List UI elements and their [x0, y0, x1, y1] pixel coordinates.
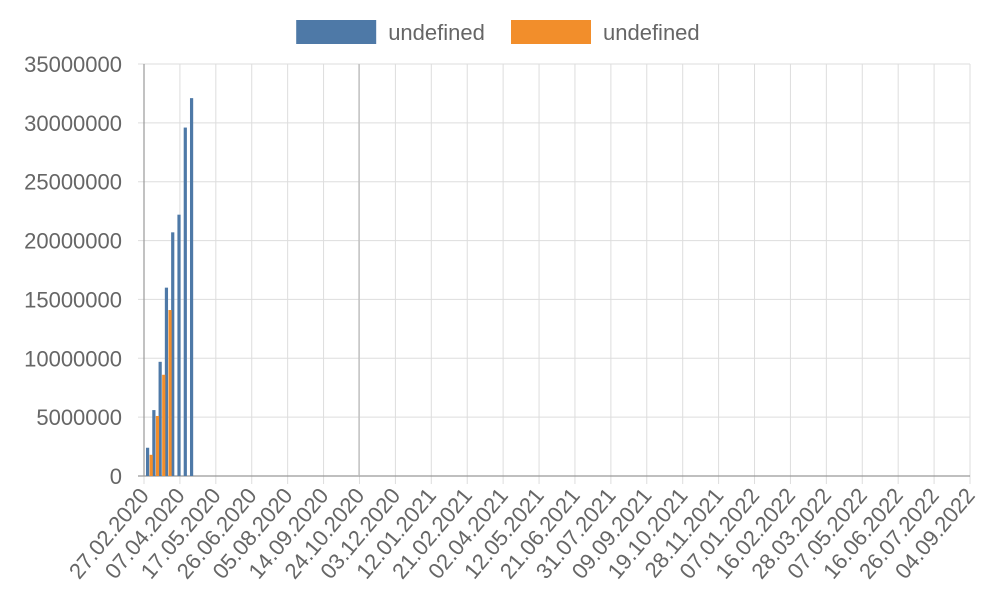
y-tick-labels: 35000000 30000000 25000000 20000000 15000000…: [24, 52, 122, 489]
legend-label-series-2: undefined: [603, 20, 700, 45]
y-tick-label: 30000000: [24, 111, 122, 136]
axes: [138, 64, 970, 477]
bar-series-1: [189, 98, 194, 476]
y-tick-label: 0: [110, 464, 122, 489]
grid: [138, 63, 971, 484]
legend: undefined undefined: [296, 20, 700, 45]
x-tick-labels: 27.02.202007.04.202017.05.202026.06.2020…: [64, 483, 980, 583]
bar-series-2: [168, 310, 172, 476]
y-tick-label: 15000000: [24, 287, 122, 312]
legend-swatch-series-2: [511, 20, 591, 44]
legend-swatch-series-1: [296, 20, 377, 44]
bar-series-1: [145, 447, 150, 476]
bar-series-2: [162, 374, 166, 476]
bar-series-1: [177, 214, 181, 476]
bar-series-2: [149, 454, 153, 476]
y-tick-label: 35000000: [24, 52, 122, 77]
bar-series-2: [155, 415, 160, 476]
bar-series-1: [158, 361, 162, 476]
y-tick-label: 20000000: [24, 229, 122, 254]
y-tick-label: 10000000: [24, 346, 122, 371]
y-tick-label: 5000000: [36, 405, 122, 430]
bar-series-1: [152, 410, 156, 476]
legend-label-series-1: undefined: [388, 20, 485, 45]
bar-series-1: [183, 127, 187, 477]
y-tick-label: 25000000: [24, 170, 122, 195]
bars: [145, 98, 194, 477]
bar-series-1: [171, 232, 175, 476]
bar-series-1: [164, 287, 169, 476]
